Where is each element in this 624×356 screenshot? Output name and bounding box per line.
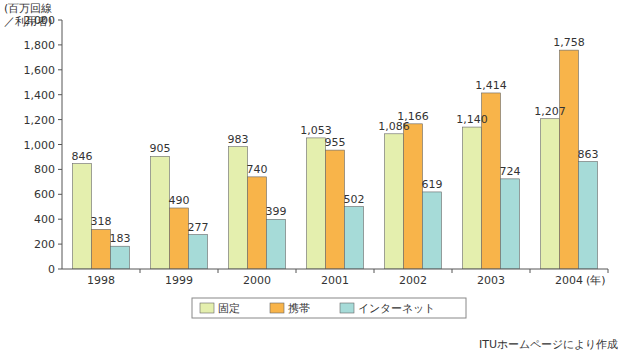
bar — [423, 192, 442, 269]
data-label: 724 — [500, 165, 521, 178]
data-label: 619 — [422, 178, 443, 191]
bar — [92, 229, 111, 269]
bar — [229, 147, 248, 269]
y-tick — [58, 244, 62, 245]
data-label: 1,166 — [397, 110, 429, 123]
bar — [267, 219, 286, 269]
x-tick-label: 2003 — [477, 274, 505, 287]
y-tick — [58, 269, 62, 270]
y-tick-label: 1,000 — [24, 139, 56, 152]
x-tick — [452, 269, 453, 273]
y-tick-label: 1,800 — [24, 39, 56, 52]
y-tick-label: 200 — [34, 238, 55, 251]
data-label: 983 — [228, 133, 249, 146]
y-tick — [58, 44, 62, 45]
bars — [73, 50, 598, 269]
data-label: 399 — [266, 205, 287, 218]
x-tick — [140, 269, 141, 273]
bar — [307, 138, 326, 269]
bar — [501, 179, 520, 269]
data-label: 1,414 — [475, 79, 507, 92]
bar — [151, 156, 170, 269]
bar — [111, 246, 130, 269]
data-label: 1,140 — [456, 113, 488, 126]
y-axis — [62, 20, 63, 269]
legend: 固定 携帯 インターネット — [192, 298, 466, 318]
legend-swatch — [340, 303, 354, 313]
legend-label: 携帯 — [288, 302, 310, 315]
data-label: 1,053 — [300, 124, 332, 137]
data-label: 863 — [578, 148, 599, 161]
data-label: 277 — [188, 221, 209, 234]
x-axis — [62, 269, 608, 270]
x-tick — [530, 269, 531, 273]
x-tick — [218, 269, 219, 273]
bar — [345, 207, 364, 269]
y-tick — [58, 144, 62, 145]
y-tick — [58, 94, 62, 95]
y-tick-label: 1,600 — [24, 64, 56, 77]
x-tick-label: 1999 — [165, 274, 193, 287]
y-tick — [58, 219, 62, 220]
x-axis-label: (年) — [586, 274, 606, 287]
chart: 02004006008001,0001,2001,4001,6001,8002,… — [0, 0, 624, 356]
bar — [189, 235, 208, 269]
y-tick — [58, 69, 62, 70]
bar — [541, 119, 560, 269]
y-axis-label: (百万回線 — [4, 2, 52, 15]
bar — [170, 208, 189, 269]
legend-frame — [192, 298, 466, 318]
data-label: 183 — [110, 232, 131, 245]
legend-label: インターネット — [358, 302, 435, 315]
bar — [248, 177, 267, 269]
data-label: 1,207 — [534, 105, 566, 118]
y-tick — [58, 169, 62, 170]
data-label: 318 — [91, 215, 112, 228]
y-tick — [58, 194, 62, 195]
legend-label: 固定 — [218, 302, 240, 315]
legend-swatch — [200, 303, 214, 313]
data-label: 490 — [169, 194, 190, 207]
source-note: ITUホームページにより作成 — [479, 338, 618, 351]
x-tick — [296, 269, 297, 273]
bar — [579, 162, 598, 269]
y-tick-label: 600 — [34, 188, 55, 201]
x-tick-label: 2000 — [243, 274, 271, 287]
x-tick-label: 2002 — [399, 274, 427, 287]
y-tick-label: 1,400 — [24, 89, 56, 102]
y-tick — [58, 119, 62, 120]
bar — [385, 134, 404, 269]
bar — [326, 150, 345, 269]
bar — [404, 124, 423, 269]
y-tick-label: 800 — [34, 163, 55, 176]
x-tick — [374, 269, 375, 273]
legend-swatch — [270, 303, 284, 313]
x-tick-label: 1998 — [87, 274, 115, 287]
data-label: 1,758 — [553, 36, 585, 49]
bar — [560, 50, 579, 269]
y-tick-label: 400 — [34, 213, 55, 226]
y-tick-label: 1,200 — [24, 114, 56, 127]
bar — [463, 127, 482, 269]
y-tick-label: 0 — [48, 263, 55, 276]
data-label: 905 — [150, 142, 171, 155]
y-axis-label: ／利用者) — [4, 15, 52, 28]
data-label: 955 — [325, 136, 346, 149]
data-label: 502 — [344, 193, 365, 206]
x-tick — [608, 269, 609, 273]
data-labels: 846 318 183 905 490 277 983 740 399 1,053955 502 1,… — [72, 36, 599, 245]
y-tick — [58, 20, 62, 21]
x-tick-label: 2001 — [321, 274, 349, 287]
data-label: 740 — [247, 163, 268, 176]
data-label: 846 — [72, 150, 93, 163]
bar — [73, 164, 92, 269]
x-tick-label: 2004 — [555, 274, 583, 287]
